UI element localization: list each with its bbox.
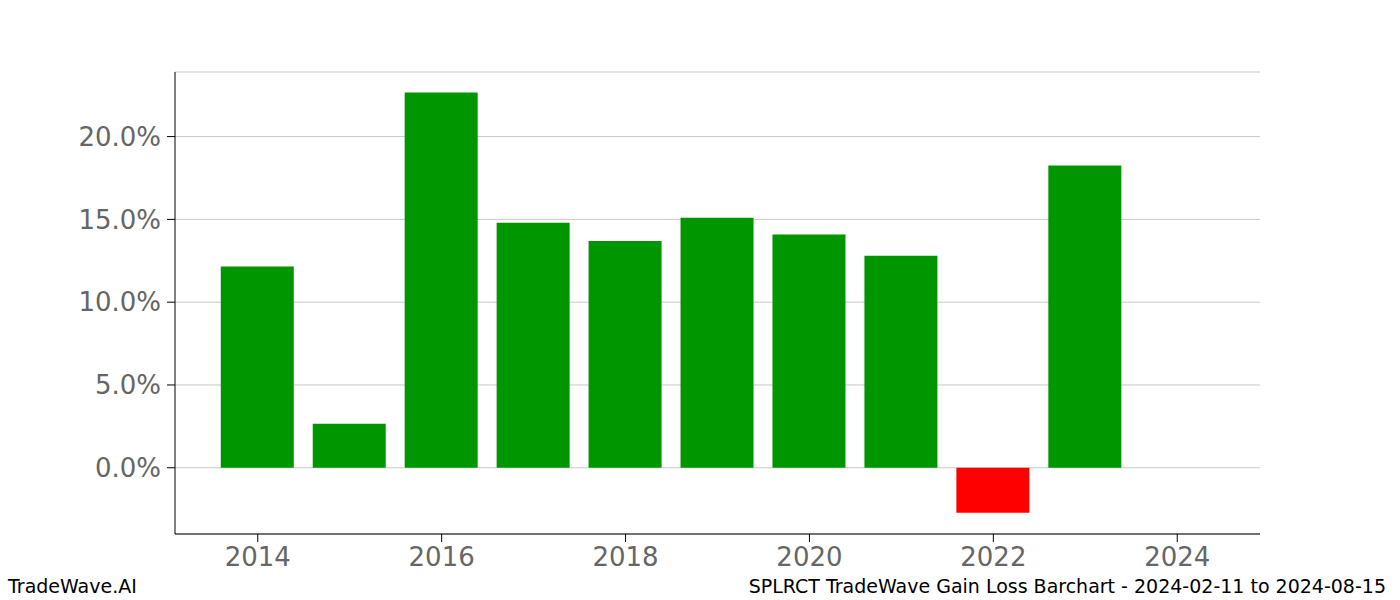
svg-text:0.0%: 0.0% [95, 453, 161, 483]
svg-text:2024: 2024 [1144, 542, 1210, 572]
svg-text:10.0%: 10.0% [78, 287, 161, 317]
html-text:SPLRCT TradeWave Gain Loss Bar: SPLRCT TradeWave Gain Loss Barchart - 20… [748, 575, 1386, 597]
svg-text:2022: 2022 [960, 542, 1026, 572]
svg-text:20.0%: 20.0% [78, 122, 161, 152]
svg-text:2014: 2014 [225, 542, 291, 572]
html-text:TradeWave.AI: TradeWave.AI [8, 575, 137, 597]
svg-text:2016: 2016 [409, 542, 475, 572]
svg-text:2020: 2020 [776, 542, 842, 572]
svg-text:15.0%: 15.0% [78, 205, 161, 235]
svg-text:2018: 2018 [592, 542, 658, 572]
svg-text:5.0%: 5.0% [95, 370, 161, 400]
